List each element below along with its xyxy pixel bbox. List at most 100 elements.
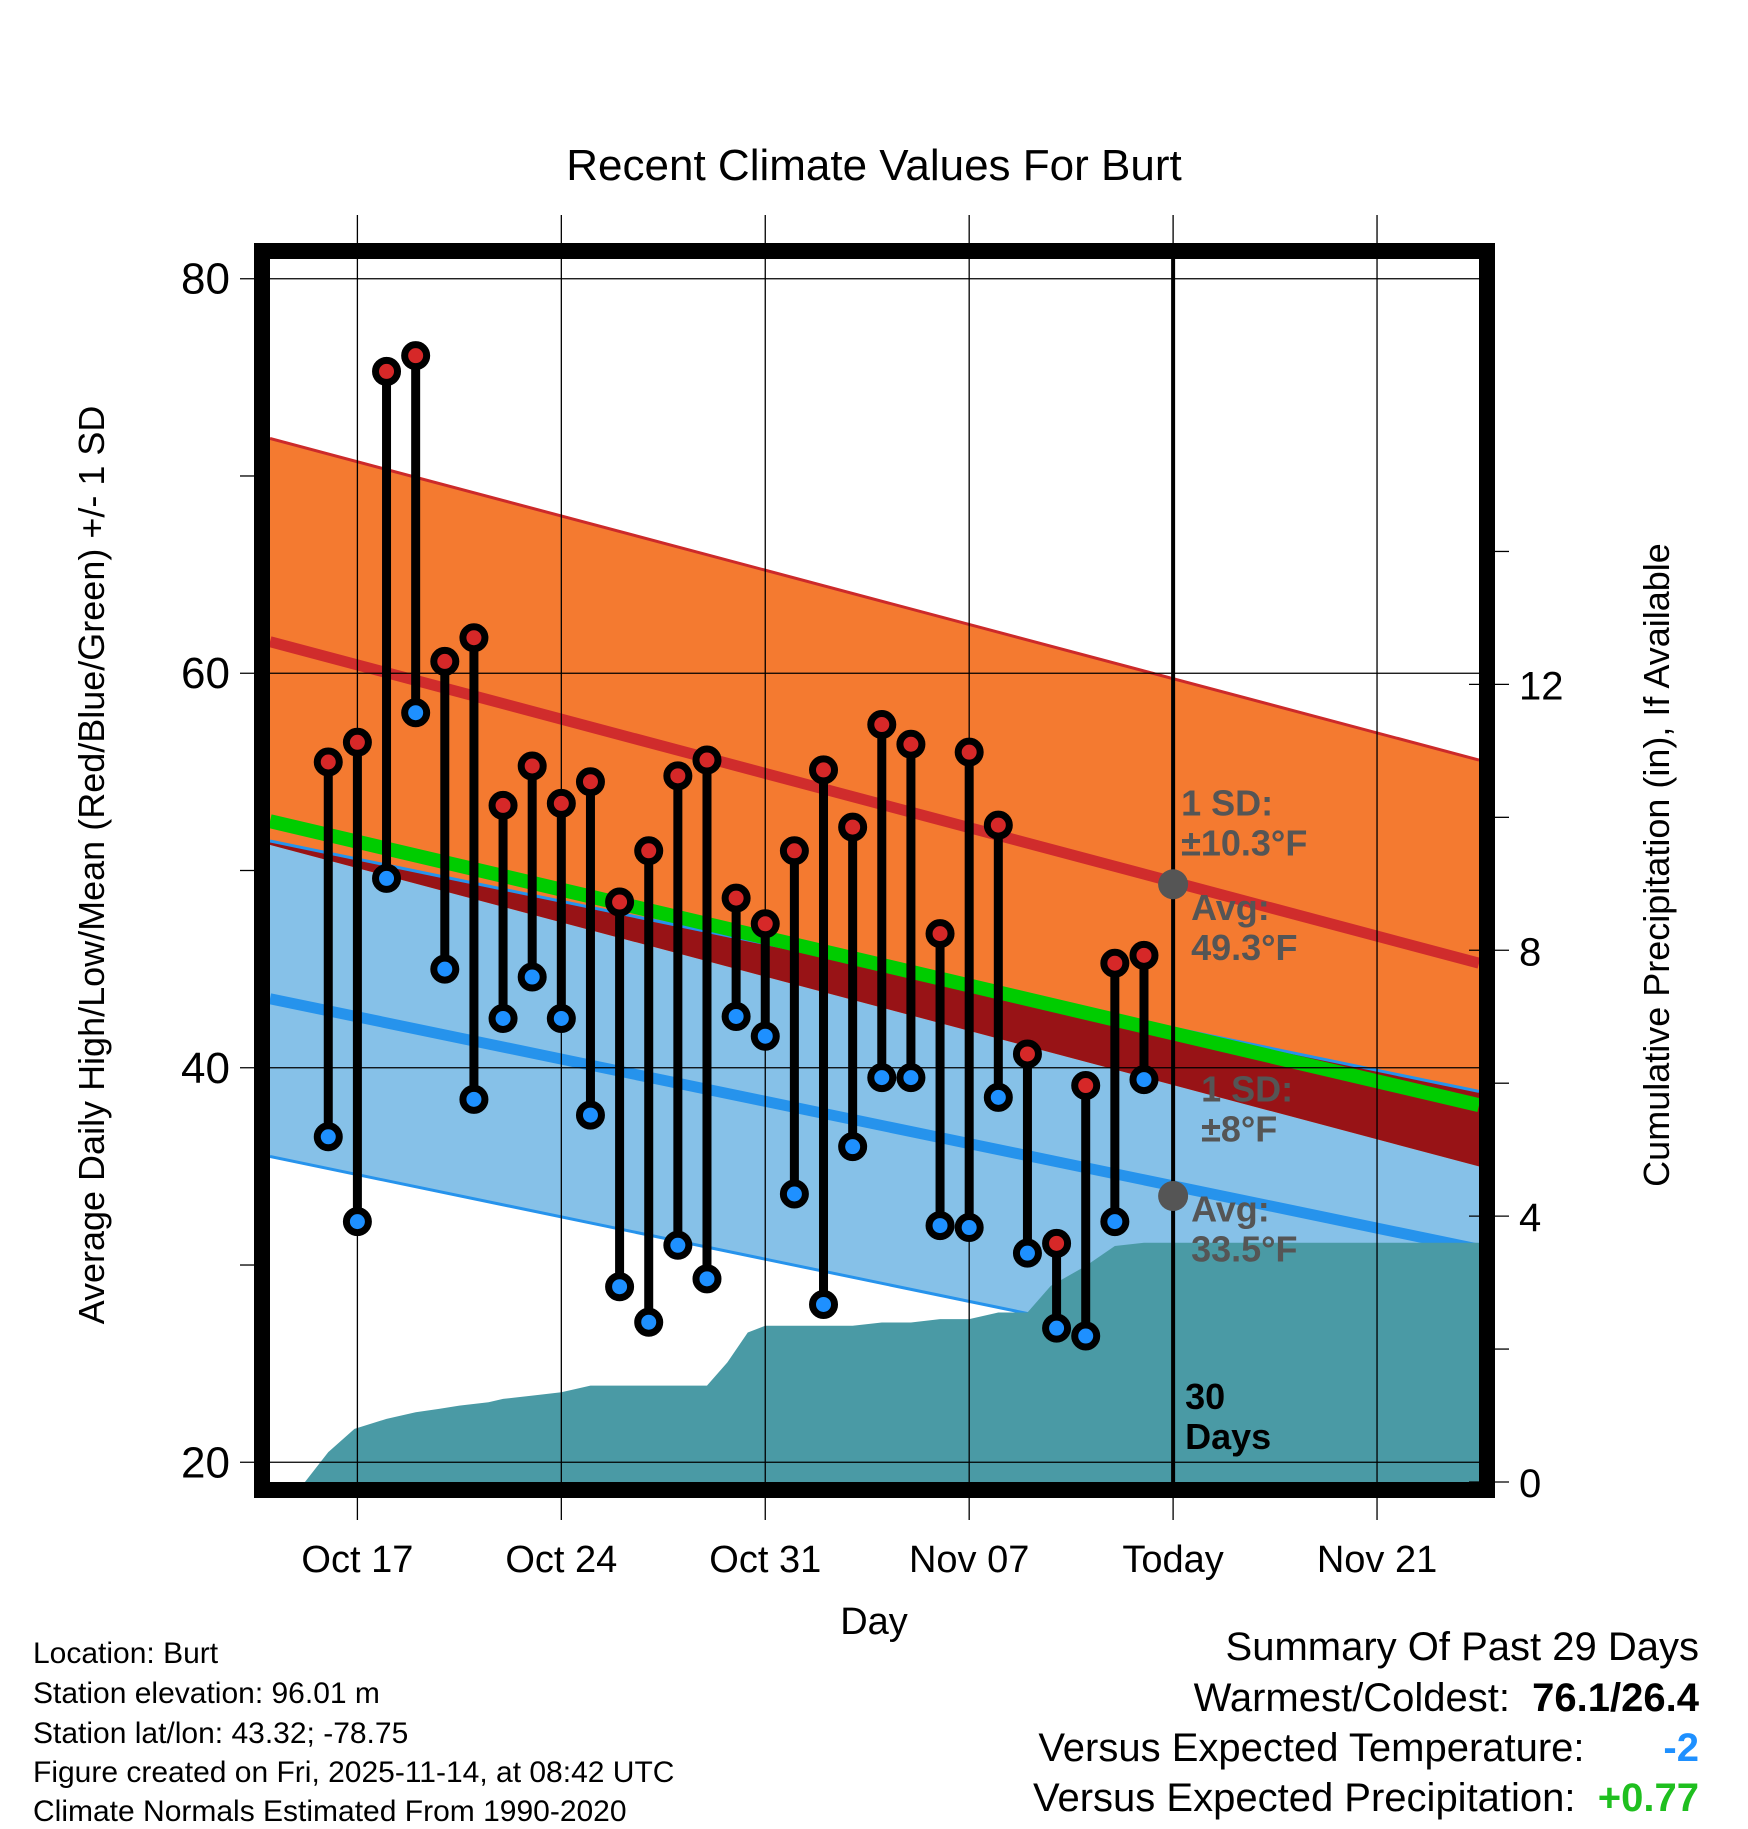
daily-high-point bbox=[1042, 1228, 1072, 1258]
daily-high-point bbox=[546, 788, 576, 818]
y-axis-label: Average Daily High/Low/Mean (Red/Blue/Gr… bbox=[71, 406, 112, 1325]
x-tick-label: Oct 24 bbox=[505, 1539, 617, 1581]
daily-low-point bbox=[1042, 1313, 1072, 1343]
y-tick-label: 60 bbox=[181, 649, 230, 698]
daily-low-point bbox=[867, 1063, 897, 1093]
y-tick-label: 40 bbox=[181, 1044, 230, 1093]
x-tick-label: Nov 21 bbox=[1317, 1539, 1437, 1581]
daily-low-point bbox=[663, 1230, 693, 1260]
summary-precip-label: Versus Expected Precipitation: bbox=[1033, 1776, 1576, 1820]
daily-low-point bbox=[779, 1179, 809, 1209]
daily-high-point bbox=[575, 767, 605, 797]
summary-precipitation: Versus Expected Precipitation: +0.77 bbox=[1033, 1775, 1699, 1821]
daily-high-point bbox=[809, 755, 839, 785]
daily-low-point bbox=[1012, 1238, 1042, 1268]
daily-low-point bbox=[430, 954, 460, 984]
daily-low-point bbox=[809, 1289, 839, 1319]
daily-high-point bbox=[867, 710, 897, 740]
summary-temp-value: -2 bbox=[1663, 1726, 1699, 1770]
daily-low-point bbox=[313, 1122, 343, 1152]
y2-axis-label: Cumulative Precipitation (in), If Availa… bbox=[1636, 543, 1677, 1187]
plot-frame bbox=[254, 243, 1495, 1498]
daily-low-point bbox=[575, 1100, 605, 1130]
footer-latlon: Station lat/lon: 43.32; -78.75 bbox=[33, 1717, 409, 1750]
daily-low-point bbox=[838, 1132, 868, 1162]
daily-high-point bbox=[663, 761, 693, 791]
daily-high-point bbox=[983, 810, 1013, 840]
low-avg-annotation: 33.5°F bbox=[1191, 1229, 1297, 1270]
summary-heading: Summary Of Past 29 Days bbox=[1225, 1625, 1699, 1669]
low-avg-annotation: Avg: bbox=[1191, 1189, 1270, 1230]
footer-elevation: Station elevation: 96.01 m bbox=[33, 1677, 380, 1710]
low-sd-annotation: 1 SD: bbox=[1201, 1068, 1293, 1109]
footer-normals: Climate Normals Estimated From 1990-2020 bbox=[33, 1795, 627, 1828]
daily-high-point bbox=[779, 836, 809, 866]
daily-low-point bbox=[1129, 1065, 1159, 1095]
x-tick-label: Oct 31 bbox=[709, 1539, 821, 1581]
daily-low-point bbox=[546, 1003, 576, 1033]
x-tick-label: Oct 17 bbox=[301, 1539, 413, 1581]
summary-precip-value: +0.77 bbox=[1597, 1776, 1699, 1820]
summary-warm-cold-label: Warmest/Coldest: bbox=[1193, 1676, 1510, 1720]
daily-low-point bbox=[750, 1021, 780, 1051]
daily-low-point bbox=[372, 863, 402, 893]
daily-high-point bbox=[692, 745, 722, 775]
daily-high-point bbox=[1129, 940, 1159, 970]
daily-high-point bbox=[313, 747, 343, 777]
summary-warm-cold-value: 76.1/26.4 bbox=[1532, 1676, 1699, 1720]
daily-high-point bbox=[750, 909, 780, 939]
sd-overlap-band bbox=[270, 840, 1479, 1167]
normal-low-today-marker bbox=[1158, 1180, 1189, 1211]
daily-high-point bbox=[517, 751, 547, 781]
daily-high-point bbox=[896, 729, 926, 759]
high-avg-annotation: 49.3°F bbox=[1191, 927, 1297, 968]
summary-warm-cold: Warmest/Coldest: 76.1/26.4 bbox=[1194, 1675, 1699, 1721]
daily-low-point bbox=[954, 1213, 984, 1243]
daily-low-point bbox=[1071, 1321, 1101, 1351]
daily-high-point bbox=[488, 790, 518, 820]
daily-high-point bbox=[634, 836, 664, 866]
daily-low-point bbox=[692, 1264, 722, 1294]
daily-low-point bbox=[983, 1082, 1013, 1112]
daily-low-point bbox=[605, 1272, 635, 1302]
daily-low-point bbox=[1100, 1207, 1130, 1237]
daily-high-point bbox=[1100, 948, 1130, 978]
high-sd-upper-edge bbox=[270, 437, 1479, 762]
high-avg-annotation: Avg: bbox=[1191, 887, 1270, 928]
daily-high-point bbox=[838, 812, 868, 842]
daily-low-point bbox=[459, 1084, 489, 1114]
daily-high-point bbox=[605, 887, 635, 917]
y2-tick-label: 0 bbox=[1519, 1462, 1541, 1506]
daily-low-point bbox=[925, 1211, 955, 1241]
daily-high-point bbox=[401, 341, 431, 371]
daily-high-point bbox=[1012, 1039, 1042, 1069]
y-tick-label: 80 bbox=[181, 255, 230, 304]
x-tick-label: Today bbox=[1122, 1539, 1223, 1581]
daily-low-point bbox=[721, 1001, 751, 1031]
y2-tick-label: 12 bbox=[1519, 664, 1564, 708]
footer-created: Figure created on Fri, 2025-11-14, at 08… bbox=[33, 1756, 675, 1789]
daily-high-point bbox=[954, 737, 984, 767]
y-tick-label: 20 bbox=[181, 1438, 230, 1487]
daily-high-point bbox=[721, 883, 751, 913]
chart-title: Recent Climate Values For Burt bbox=[566, 141, 1181, 190]
x-axis-label: Day bbox=[840, 1601, 908, 1643]
summary-temp-label: Versus Expected Temperature: bbox=[1038, 1726, 1585, 1770]
high-sd-annotation: 1 SD: bbox=[1181, 782, 1273, 823]
high-sd-annotation: ±10.3°F bbox=[1181, 822, 1307, 863]
today-window-label: Days bbox=[1185, 1416, 1271, 1457]
daily-high-point bbox=[925, 919, 955, 949]
y2-tick-label: 8 bbox=[1519, 930, 1541, 974]
precip-area bbox=[304, 1242, 1479, 1482]
daily-high-point bbox=[430, 646, 460, 676]
daily-low-point bbox=[401, 698, 431, 728]
daily-high-point bbox=[342, 727, 372, 757]
footer-location: Location: Burt bbox=[33, 1637, 219, 1670]
summary-temperature: Versus Expected Temperature: -2 bbox=[1038, 1725, 1699, 1771]
low-sd-annotation: ±8°F bbox=[1201, 1108, 1277, 1149]
daily-high-point bbox=[459, 623, 489, 653]
daily-low-point bbox=[634, 1307, 664, 1337]
normal-high-today-marker bbox=[1158, 869, 1189, 900]
daily-high-point bbox=[372, 356, 402, 386]
